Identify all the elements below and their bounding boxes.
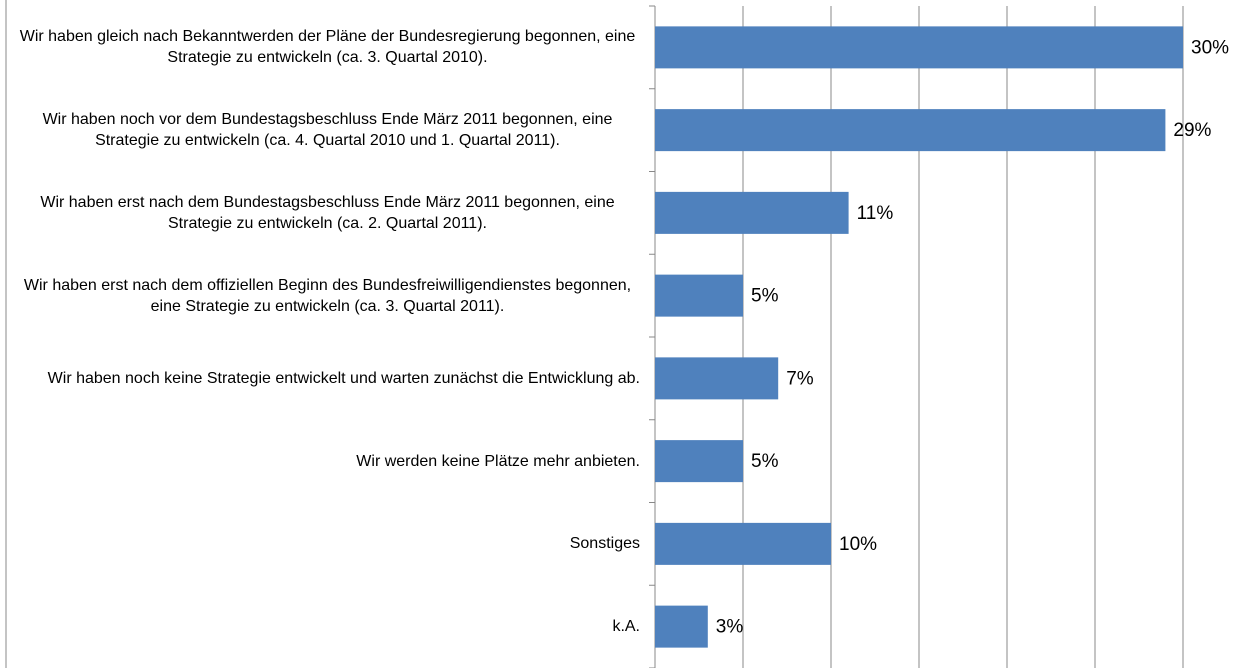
y-tick-label: Sonstiges <box>569 535 640 553</box>
bar <box>655 274 743 317</box>
bar <box>655 357 779 400</box>
category-label-box: Sonstiges <box>0 503 640 586</box>
y-tick-label: Wir haben erst nach dem offiziellen Begi… <box>23 276 632 315</box>
y-tick-label: Wir werden keine Plätze mehr anbieten. <box>356 452 640 470</box>
category-label-box: k.A. <box>0 585 640 668</box>
category-label-box: Wir haben noch vor dem Bundestagsbeschlu… <box>0 89 640 172</box>
category-label-box: Wir haben noch keine Strategie entwickel… <box>0 337 640 420</box>
y-tick-label: Wir haben erst nach dem Bundestagsbeschl… <box>40 193 615 232</box>
value-label: 3% <box>716 617 744 638</box>
bar <box>655 26 1183 69</box>
category-label-box: Wir haben gleich nach Bekanntwerden der … <box>0 6 640 89</box>
value-label: 30% <box>1191 37 1229 58</box>
bar <box>655 522 831 565</box>
value-label: 5% <box>751 286 779 307</box>
y-tick-label: Wir haben gleich nach Bekanntwerden der … <box>19 28 636 67</box>
category-label-box: Wir werden keine Plätze mehr anbieten. <box>0 420 640 503</box>
bar <box>655 191 849 234</box>
category-label-box: Wir haben erst nach dem Bundestagsbeschl… <box>0 172 640 255</box>
bar <box>655 109 1166 152</box>
value-label: 10% <box>839 534 877 555</box>
bar <box>655 605 708 648</box>
y-tick-label: k.A. <box>612 618 640 636</box>
y-tick-label: Wir haben noch vor dem Bundestagsbeschlu… <box>42 111 613 150</box>
category-label-box: Wir haben erst nach dem offiziellen Begi… <box>0 254 640 337</box>
value-label: 5% <box>751 451 779 472</box>
y-tick-label: Wir haben noch keine Strategie entwickel… <box>47 369 640 387</box>
value-label: 11% <box>857 203 894 224</box>
value-label: 7% <box>786 368 814 389</box>
value-label: 29% <box>1173 120 1211 141</box>
bar <box>655 440 743 483</box>
